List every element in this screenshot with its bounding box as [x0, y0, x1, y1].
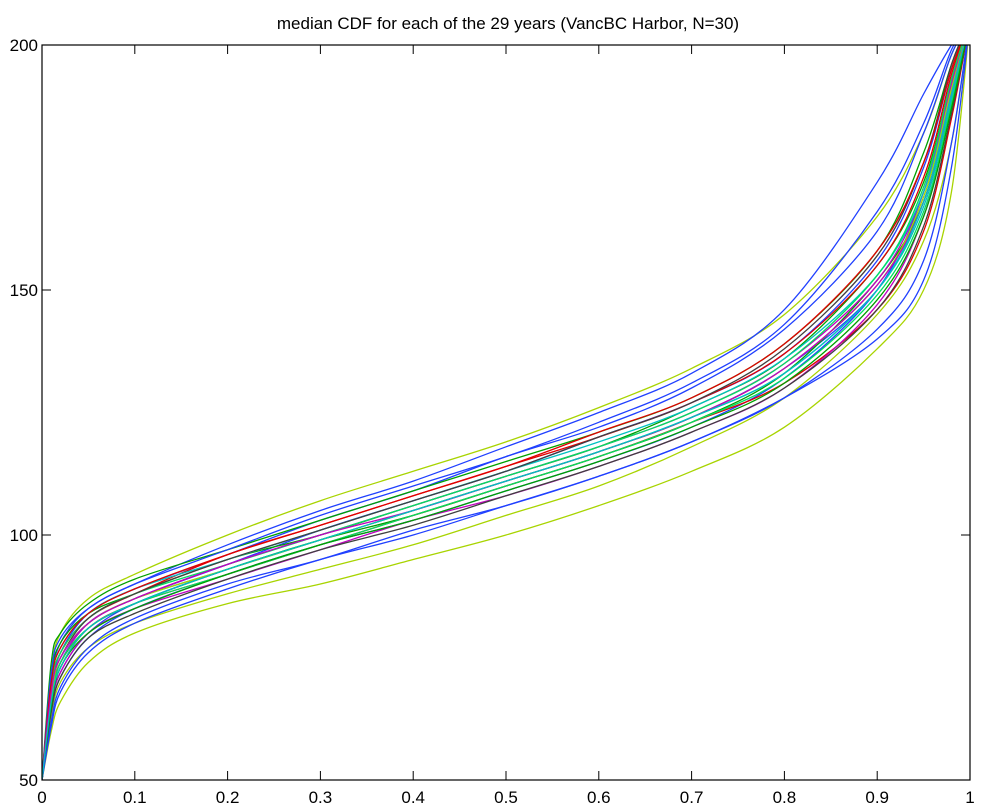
series-line-8 [42, 45, 964, 780]
x-tick-label-2: 0.2 [216, 788, 240, 806]
y-tick-label-3: 200 [10, 36, 38, 55]
series-line-28 [42, 45, 965, 780]
series-line-15 [42, 45, 966, 780]
series-line-25 [42, 45, 966, 780]
series-line-3 [42, 45, 968, 780]
x-tick-label-4: 0.4 [401, 788, 425, 806]
series-line-27 [42, 45, 968, 780]
series-line-9 [42, 45, 961, 780]
series-line-21 [42, 45, 960, 780]
plot-frame [41, 44, 971, 781]
x-tick-label-5: 0.5 [494, 788, 518, 806]
series-line-19 [42, 45, 963, 780]
series-line-1 [42, 45, 957, 780]
y-tick-label-0: 50 [19, 771, 38, 790]
x-tick-label-7: 0.7 [680, 788, 704, 806]
series-layer [42, 45, 969, 780]
x-tick-label-3: 0.3 [309, 788, 333, 806]
x-tick-label-1: 0.1 [123, 788, 147, 806]
y-tick-label-2: 150 [10, 281, 38, 300]
series-line-26 [42, 45, 961, 780]
x-tick-label-9: 0.9 [865, 788, 889, 806]
x-tick-label-8: 0.8 [773, 788, 797, 806]
series-line-4 [42, 45, 953, 780]
series-line-17 [42, 45, 965, 780]
series-line-22 [42, 45, 966, 780]
chart-title: median CDF for each of the 29 years (Van… [277, 14, 739, 33]
series-line-29 [42, 45, 965, 780]
series-line-23 [42, 45, 955, 780]
series-line-20 [42, 45, 966, 780]
series-line-12 [42, 45, 965, 780]
series-line-13 [42, 45, 962, 780]
x-tick-label-6: 0.6 [587, 788, 611, 806]
series-line-2 [42, 45, 969, 780]
x-tick-label-0: 0 [37, 788, 46, 806]
series-line-18 [42, 45, 965, 780]
y-tick-label-1: 100 [10, 526, 38, 545]
x-tick-label-10: 1 [965, 788, 974, 806]
series-line-5 [42, 45, 957, 780]
series-line-24 [42, 45, 964, 780]
series-line-14 [42, 45, 967, 780]
series-line-16 [42, 45, 964, 780]
series-line-10 [42, 45, 960, 780]
series-line-7 [42, 45, 965, 780]
series-line-11 [42, 45, 963, 780]
series-line-6 [42, 45, 968, 780]
